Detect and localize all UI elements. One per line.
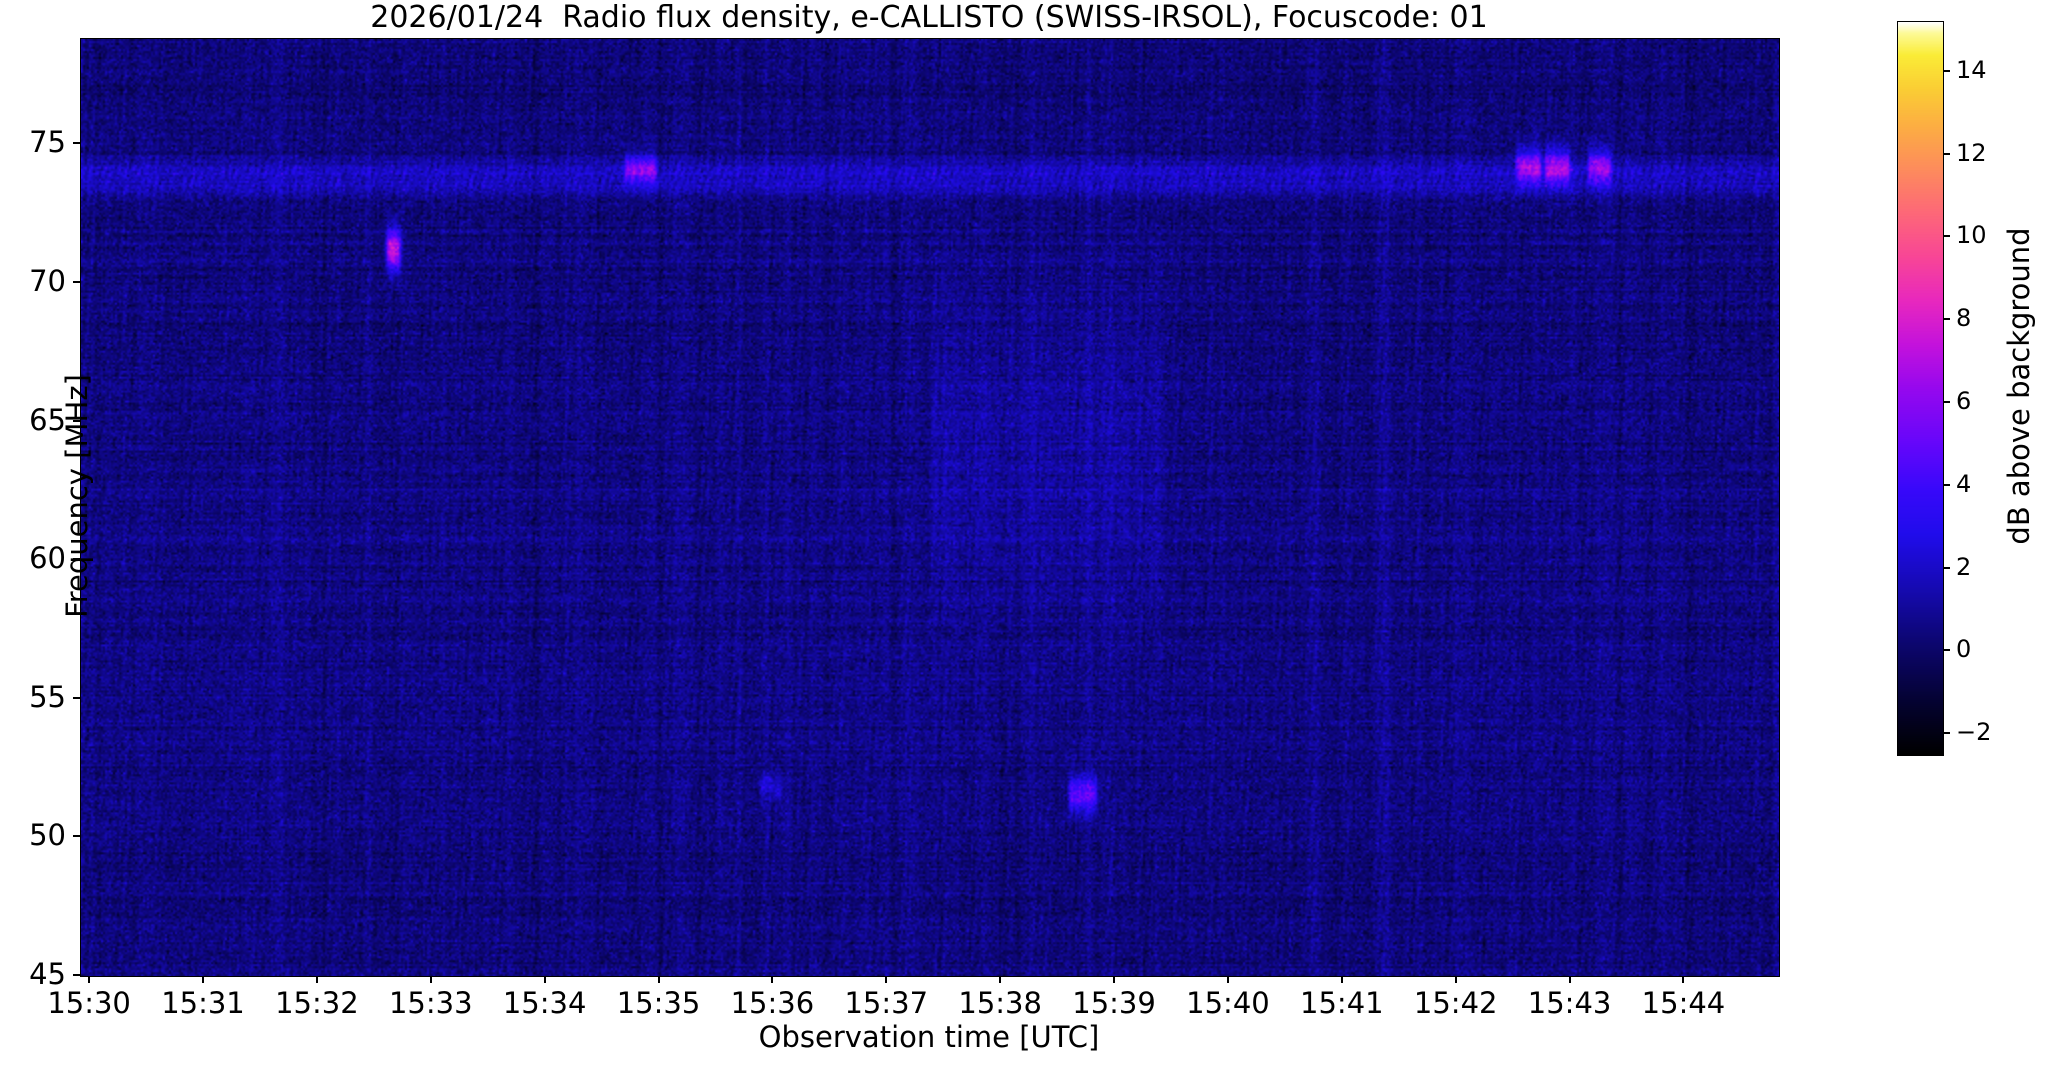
x-axis-label: Observation time [UTC] xyxy=(758,1020,1100,1054)
colorbar-tick-label: 6 xyxy=(1956,386,1972,415)
page-title: 2026/01/24 Radio flux density, e-CALLIST… xyxy=(370,0,1488,35)
x-tick-label: 15:44 xyxy=(1641,986,1726,1020)
x-tick-mark xyxy=(88,976,91,983)
y-tick-mark xyxy=(73,280,80,283)
x-tick-label: 15:38 xyxy=(958,986,1042,1020)
colorbar-tick-label: 10 xyxy=(1956,221,1987,250)
x-tick-label: 15:35 xyxy=(616,986,701,1020)
x-tick-mark xyxy=(1226,976,1229,983)
x-tick-mark xyxy=(999,976,1002,983)
colorbar-label: dB above background xyxy=(2002,227,2036,545)
y-tick-label: 55 xyxy=(29,679,66,714)
y-tick-label: 50 xyxy=(29,818,66,853)
x-tick-label: 15:32 xyxy=(275,986,359,1020)
x-tick-label: 15:31 xyxy=(161,986,245,1020)
colorbar-tick-label: 12 xyxy=(1956,138,1987,167)
x-tick-mark xyxy=(771,976,774,983)
colorbar-tick-mark xyxy=(1943,235,1950,238)
colorbar xyxy=(1897,21,1944,756)
colorbar-tick-label: 2 xyxy=(1956,552,1972,581)
colorbar-tick-mark xyxy=(1943,400,1950,403)
y-tick-mark xyxy=(73,974,80,976)
colorbar-tick-mark xyxy=(1943,152,1950,155)
x-tick-mark xyxy=(429,976,432,983)
y-tick-mark xyxy=(73,696,80,699)
colorbar-tick-mark xyxy=(1943,732,1950,735)
y-tick-label: 75 xyxy=(29,125,66,160)
x-tick-label: 15:39 xyxy=(1072,986,1156,1020)
x-tick-label: 15:37 xyxy=(844,986,929,1020)
colorbar-tick-mark xyxy=(1943,69,1950,72)
x-tick-mark xyxy=(1454,976,1457,983)
x-tick-label: 15:41 xyxy=(1300,986,1384,1020)
x-tick-mark xyxy=(543,976,546,983)
colorbar-tick-label: 14 xyxy=(1956,55,1987,84)
spectrogram-image xyxy=(81,39,1779,976)
y-tick-label: 45 xyxy=(29,957,66,991)
x-tick-label: 15:42 xyxy=(1413,986,1498,1020)
x-tick-label: 15:33 xyxy=(388,986,473,1020)
x-tick-mark xyxy=(657,976,660,983)
x-tick-mark xyxy=(885,976,888,983)
spectrogram-plot-area xyxy=(80,38,1780,977)
x-tick-label: 15:30 xyxy=(47,986,131,1020)
y-tick-mark xyxy=(73,419,80,422)
y-tick-mark xyxy=(73,142,80,145)
x-tick-label: 15:34 xyxy=(502,986,587,1020)
y-tick-mark xyxy=(73,558,80,561)
x-tick-label: 15:36 xyxy=(730,986,815,1020)
colorbar-gradient xyxy=(1898,22,1943,755)
colorbar-tick-mark xyxy=(1943,483,1950,486)
colorbar-tick-mark xyxy=(1943,318,1950,321)
y-tick-label: 65 xyxy=(29,402,66,437)
x-tick-mark xyxy=(315,976,318,983)
x-tick-label: 15:43 xyxy=(1527,986,1612,1020)
colorbar-tick-mark xyxy=(1943,649,1950,652)
y-tick-label: 60 xyxy=(29,541,66,576)
colorbar-tick-label: 0 xyxy=(1956,635,1972,664)
x-tick-mark xyxy=(1682,976,1685,983)
x-tick-mark xyxy=(1113,976,1116,983)
x-tick-mark xyxy=(1568,976,1571,983)
x-tick-mark xyxy=(1340,976,1343,983)
x-tick-mark xyxy=(201,976,204,983)
y-tick-label: 70 xyxy=(29,263,66,298)
x-tick-label: 15:40 xyxy=(1186,986,1270,1020)
colorbar-tick-label: 8 xyxy=(1956,304,1972,333)
colorbar-tick-label: −2 xyxy=(1956,718,1992,747)
colorbar-tick-label: 4 xyxy=(1956,469,1972,498)
y-tick-mark xyxy=(73,835,80,838)
colorbar-tick-mark xyxy=(1943,566,1950,569)
